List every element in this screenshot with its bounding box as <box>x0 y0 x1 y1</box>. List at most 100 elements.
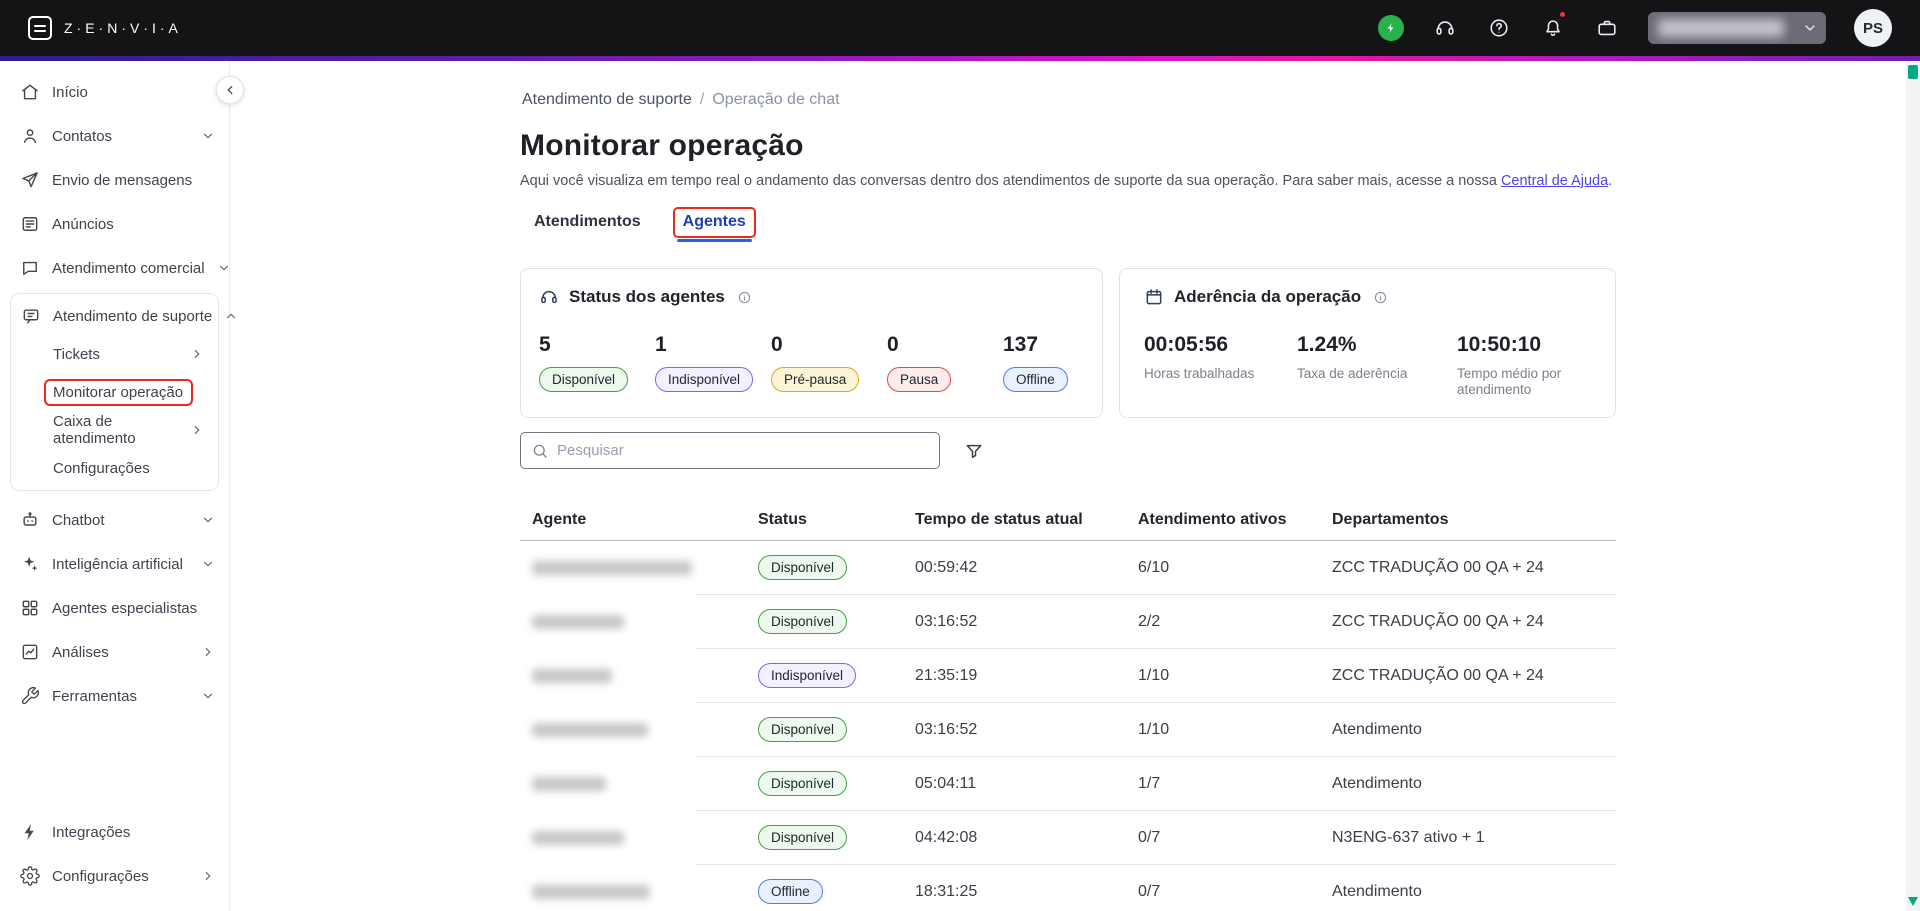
stat-value: 0 <box>771 333 783 356</box>
notifications-bell-icon[interactable] <box>1540 10 1567 41</box>
tab-atendimentos[interactable]: Atendimentos <box>534 213 641 242</box>
sidebar-item-configuracoes[interactable]: Configurações <box>0 855 229 897</box>
sidebar-item-label: Atendimento comercial <box>52 259 205 277</box>
page-description-text: Aqui você visualiza em tempo real o anda… <box>520 173 1501 189</box>
support-headset-icon[interactable] <box>1432 15 1458 41</box>
tab-label: Atendimentos <box>534 213 641 230</box>
sidebar-item-caixa-de-atendimento[interactable]: Caixa de atendimento <box>11 411 218 449</box>
sidebar-item-ferramentas[interactable]: Ferramentas <box>0 675 229 717</box>
breadcrumb-atendimento-de-suporte[interactable]: Atendimento de suporte <box>522 91 692 108</box>
tab-agentes[interactable]: Agentes <box>672 207 756 242</box>
scrollbar-down-arrow-icon[interactable] <box>1908 897 1918 906</box>
agent-name-redacted <box>520 614 758 629</box>
sidebar-collapse-button[interactable] <box>216 76 244 104</box>
info-icon[interactable] <box>737 290 752 305</box>
agent-name-redacted <box>520 884 758 899</box>
brand[interactable]: Z·E·N·V·I·A <box>28 16 182 40</box>
status-pill: Offline <box>758 879 823 904</box>
workspace-briefcase-icon[interactable] <box>1594 15 1620 41</box>
help-icon[interactable] <box>1486 15 1512 41</box>
bot-icon <box>20 510 40 530</box>
info-icon[interactable] <box>1373 290 1388 305</box>
sidebar-item-label: Anúncios <box>52 215 114 233</box>
chevron-right-icon <box>190 347 204 361</box>
redacted-name-blur <box>532 668 612 683</box>
stat-pre-pausa: 0 Pré-pausa <box>771 333 887 392</box>
table-row[interactable]: Offline 18:31:25 0/7 Atendimento <box>520 865 1616 911</box>
metric-label: Horas trabalhadas <box>1144 366 1255 381</box>
sidebar-item-contatos[interactable]: Contatos <box>0 115 229 157</box>
headset-icon <box>539 287 559 307</box>
summary-cards: Status dos agentes 5 Disponível 1 Indisp… <box>520 268 1616 418</box>
redacted-name-blur <box>532 776 606 791</box>
scrollbar-thumb[interactable] <box>1908 65 1918 79</box>
support-chat-icon <box>21 306 41 326</box>
metric-value: 1.24% <box>1297 333 1357 356</box>
agent-status-card: Status dos agentes 5 Disponível 1 Indisp… <box>520 268 1103 418</box>
table-row[interactable]: Disponível 03:16:52 1/10 Atendimento <box>520 703 1616 757</box>
sidebar-item-analises[interactable]: Análises <box>0 631 229 673</box>
sidebar-item-inicio[interactable]: Início <box>0 71 229 113</box>
account-dropdown[interactable] <box>1648 12 1826 44</box>
sidebar-item-label: Tickets <box>53 345 100 363</box>
filter-icon[interactable] <box>964 441 984 461</box>
sidebar-item-configuracoes-suporte[interactable]: Configurações <box>11 449 218 487</box>
sidebar-item-atendimento-de-suporte[interactable]: Atendimento de suporte <box>11 297 236 335</box>
chevron-down-icon <box>201 689 215 703</box>
sidebar-item-integracoes[interactable]: Integrações <box>0 811 229 853</box>
news-icon <box>20 214 40 234</box>
sidebar-item-envio-de-mensagens[interactable]: Envio de mensagens <box>0 159 229 201</box>
sidebar-item-agentes-especialistas[interactable]: Agentes especialistas <box>0 587 229 629</box>
sidebar-item-label: Agentes especialistas <box>52 599 198 617</box>
sparkles-icon <box>20 554 40 574</box>
home-icon <box>20 82 40 102</box>
status-pill-indisponivel: Indisponível <box>655 367 754 392</box>
active-count-cell: 1/7 <box>1138 774 1161 792</box>
agent-status-cell: Disponível <box>758 717 915 742</box>
table-row[interactable]: Disponível 04:42:08 0/7 N3ENG-637 ativo … <box>520 811 1616 865</box>
sidebar-item-anuncios[interactable]: Anúncios <box>0 203 229 245</box>
status-pill: Disponível <box>758 825 848 850</box>
sidebar-item-label: Envio de mensagens <box>52 171 193 189</box>
sidebar-item-label: Integrações <box>52 823 131 841</box>
brand-name: Z·E·N·V·I·A <box>64 20 182 36</box>
card-title: Aderência da operação <box>1174 287 1362 306</box>
col-header-tempo: Tempo de status atual <box>915 510 1083 528</box>
status-pill-disponivel: Disponível <box>539 367 629 392</box>
sidebar-item-monitorar-operacao[interactable]: Monitorar operação <box>11 373 218 411</box>
sidebar-item-tickets[interactable]: Tickets <box>11 335 218 373</box>
agent-status-cell: Indisponível <box>758 663 915 688</box>
sidebar-item-atendimento-comercial[interactable]: Atendimento comercial <box>0 247 229 289</box>
avatar[interactable]: PS <box>1854 9 1892 47</box>
sidebar-item-chatbot[interactable]: Chatbot <box>0 499 229 541</box>
search-input[interactable] <box>557 442 929 459</box>
status-time-cell: 03:16:52 <box>915 612 978 630</box>
sidebar-item-label: Monitorar operação <box>53 383 184 401</box>
chevron-down-icon <box>201 129 215 143</box>
credits-icon[interactable] <box>1378 15 1404 41</box>
table-row[interactable]: Indisponível 21:35:19 1/10 ZCC TRADUÇÃO … <box>520 649 1616 703</box>
central-de-ajuda-link[interactable]: Central de Ajuda <box>1500 173 1609 189</box>
sidebar-item-inteligencia-artificial[interactable]: Inteligência artificial <box>0 543 229 585</box>
col-header-departamentos: Departamentos <box>1332 510 1449 528</box>
status-time-cell: 05:04:11 <box>915 774 977 792</box>
table-row[interactable]: Disponível 03:16:52 2/2 ZCC TRADUÇÃO 00 … <box>520 595 1616 649</box>
table-row[interactable]: Disponível 05:04:11 1/7 Atendimento <box>520 757 1616 811</box>
chevron-down-icon <box>217 261 231 275</box>
active-count-cell: 0/7 <box>1138 882 1161 900</box>
send-icon <box>20 170 40 190</box>
sidebar-item-label: Atendimento de suporte <box>53 307 213 325</box>
chart-icon <box>20 642 40 662</box>
chevron-down-icon <box>1805 25 1815 31</box>
breadcrumb-operacao-de-chat: Operação de chat <box>712 91 840 108</box>
agent-status-cell: Disponível <box>758 771 915 796</box>
page-scrollbar[interactable] <box>1906 61 1920 911</box>
search-row <box>520 432 1616 469</box>
topbar-actions: PS <box>1378 9 1892 47</box>
chevron-right-icon <box>201 645 215 659</box>
table-row[interactable]: Disponível 00:59:42 6/10 ZCC TRADUÇÃO 00… <box>520 541 1616 595</box>
sidebar-item-label: Contatos <box>52 127 113 145</box>
agent-status-cell: Disponível <box>758 555 915 580</box>
zenvia-logo-icon <box>28 16 52 40</box>
chat-icon <box>20 258 40 278</box>
